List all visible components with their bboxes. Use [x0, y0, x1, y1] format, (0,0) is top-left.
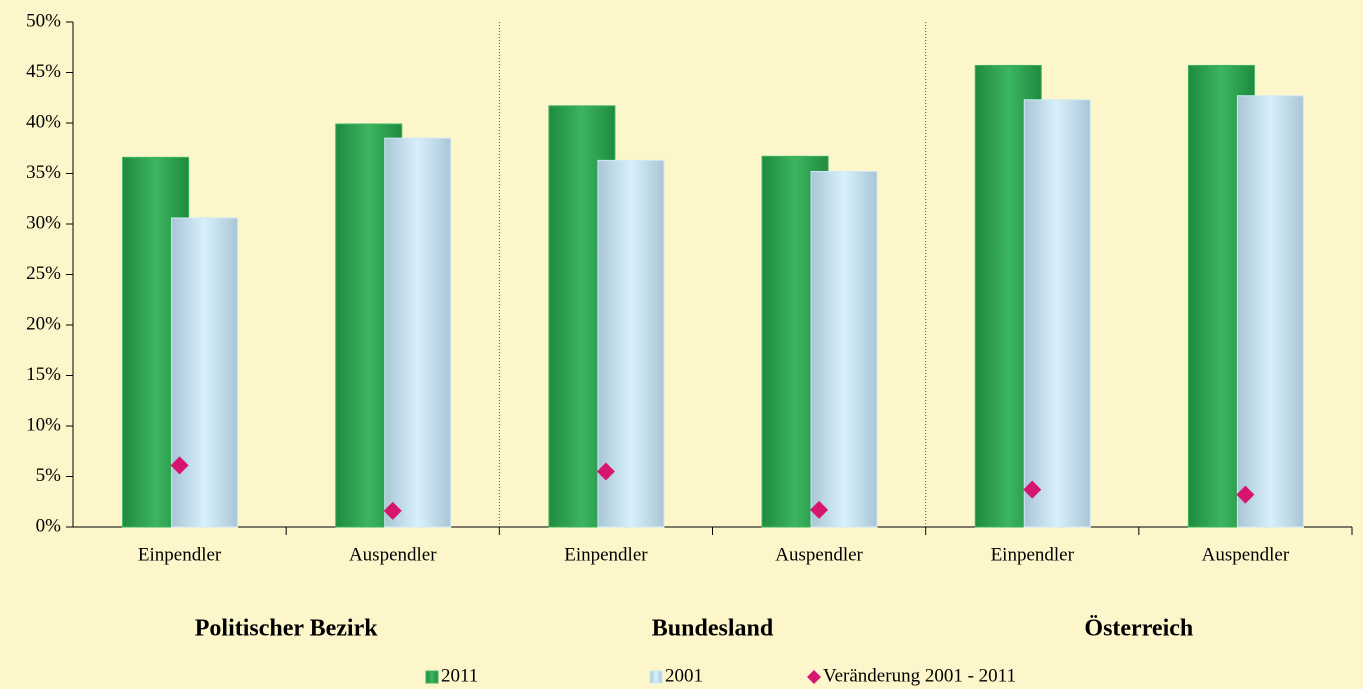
x-tick-label: Auspendler — [775, 544, 863, 565]
x-tick-label: Einpendler — [991, 544, 1075, 565]
y-tick-label: 20% — [26, 313, 61, 334]
bar — [1023, 99, 1091, 528]
legend-label: Veränderung 2001 - 2011 — [823, 665, 1016, 686]
x-tick-label: Auspendler — [349, 544, 437, 565]
x-tick-label: Einpendler — [564, 544, 648, 565]
bar — [171, 217, 239, 528]
marker — [1023, 480, 1042, 499]
marker — [383, 501, 402, 520]
y-tick-label: 35% — [26, 162, 61, 183]
y-tick-label: 10% — [26, 414, 61, 435]
y-tick-label: 15% — [26, 364, 61, 385]
y-tick-label: 45% — [26, 61, 61, 82]
marker — [170, 456, 189, 475]
x-tick-label: Einpendler — [138, 544, 222, 565]
marker — [810, 500, 829, 519]
bar — [1236, 95, 1304, 528]
legend-label: 2011 — [441, 665, 478, 686]
marker — [596, 462, 615, 481]
y-tick-label: 0% — [36, 515, 62, 536]
group-label: Bundesland — [652, 616, 774, 642]
legend-marker — [807, 670, 821, 684]
y-tick-label: 25% — [26, 263, 61, 284]
legend-swatch — [425, 670, 439, 684]
legend-label: 2001 — [665, 665, 703, 686]
x-tick-label: Auspendler — [1202, 544, 1290, 565]
y-tick-label: 50% — [26, 10, 61, 31]
y-tick-label: 30% — [26, 212, 61, 233]
y-tick-label: 40% — [26, 111, 61, 132]
y-tick-label: 5% — [36, 465, 62, 486]
group-label: Politischer Bezirk — [195, 616, 379, 642]
legend-swatch — [649, 670, 663, 684]
bar — [384, 137, 452, 528]
bar — [810, 170, 878, 528]
marker — [1236, 485, 1255, 504]
group-label: Österreich — [1084, 616, 1193, 642]
